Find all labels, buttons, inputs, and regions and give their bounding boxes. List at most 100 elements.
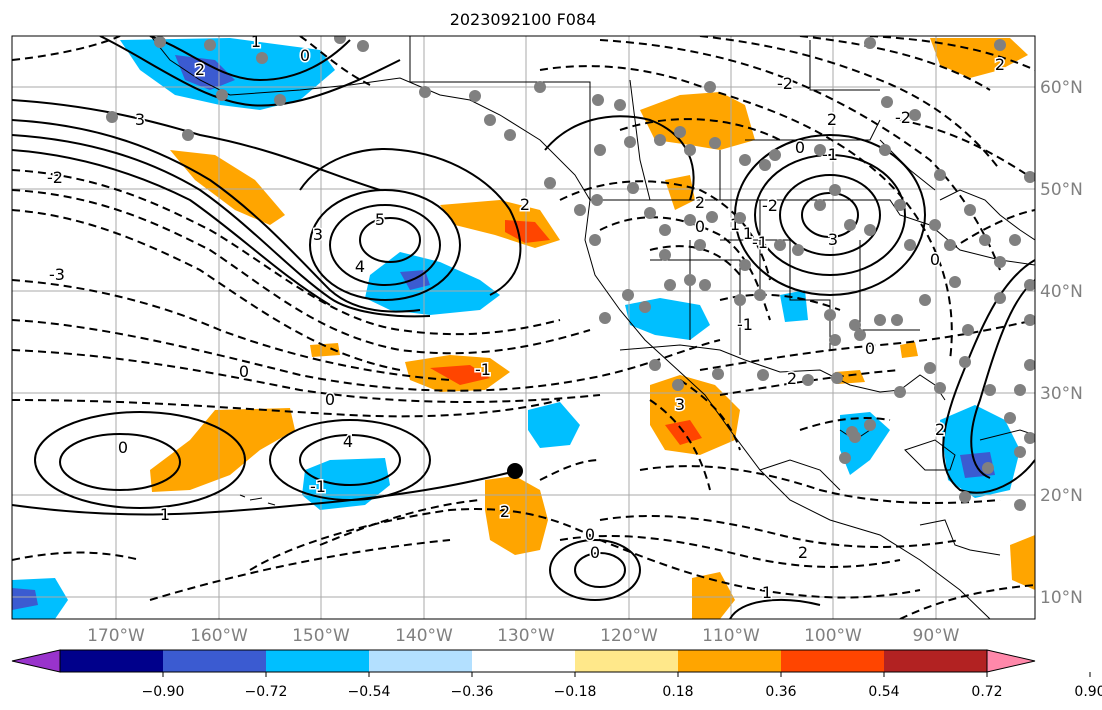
station-dot: [774, 239, 786, 251]
station-dot: [829, 184, 841, 196]
station-dot: [672, 379, 684, 391]
longitude-label: 130°W: [497, 626, 555, 646]
contour-label: 5: [375, 210, 385, 229]
station-dot: [759, 159, 771, 171]
station-dot: [757, 369, 769, 381]
colorbar-tick-label: 0.72: [971, 684, 1002, 700]
station-dot: [589, 234, 601, 246]
station-dot: [599, 312, 611, 324]
contour-label: 0: [795, 138, 805, 157]
contour-label: -2: [777, 74, 793, 93]
station-dot: [739, 154, 751, 166]
colorbar-tick-label: 0.18: [662, 684, 693, 700]
contour-label: 0: [695, 217, 705, 236]
contour-label: 3: [135, 110, 145, 129]
dashed-contour-lines: [12, 36, 1035, 619]
station-dot: [924, 362, 936, 374]
station-dot: [944, 239, 956, 251]
station-dot: [879, 144, 891, 156]
station-dot: [894, 199, 906, 211]
station-dot: [754, 289, 766, 301]
colorbar-segment: [472, 650, 576, 672]
contour-label: 2: [500, 502, 510, 521]
contour-label: 4: [343, 432, 353, 451]
contour-label: 4: [355, 257, 365, 276]
positive-region-dakota: [665, 175, 695, 210]
positive-region-gulf-alaska: [170, 150, 285, 225]
station-dot: [814, 199, 826, 211]
station-dot: [849, 319, 861, 331]
longitude-label: 170°W: [87, 626, 145, 646]
station-dot: [649, 359, 661, 371]
station-dot: [962, 324, 974, 336]
latitude-label: 60°N: [1040, 78, 1083, 98]
station-dot: [739, 259, 751, 271]
positive-region-florida: [900, 342, 918, 358]
contour-label: 2: [798, 543, 808, 562]
colorbar-frame: [59, 649, 988, 673]
colorbar-tick-label: 0.36: [765, 684, 796, 700]
contour-label: 3: [828, 230, 838, 249]
station-dot: [1014, 446, 1026, 458]
map-title: 2023092100 F084: [450, 10, 597, 29]
station-dot: [106, 111, 118, 123]
station-dot: [706, 211, 718, 223]
station-dot: [624, 136, 636, 148]
negative-region-sw-corner: [12, 578, 68, 619]
station-dot: [654, 134, 666, 146]
station-dot: [854, 329, 866, 341]
contour-label: 2: [695, 193, 705, 212]
station-dot: [684, 144, 696, 156]
colorbar-tick-label: 0.54: [868, 684, 899, 700]
station-dot: [574, 204, 586, 216]
station-dot: [659, 224, 671, 236]
contour-label: 2: [935, 420, 945, 439]
station-dot: [504, 129, 516, 141]
station-dot: [919, 294, 931, 306]
positive-region-hawaii: [150, 408, 295, 492]
station-dot: [959, 491, 971, 503]
longitude-labels: 170°W 160°W 150°W 140°W 130°W 120°W 110°W 100°W…: [87, 626, 960, 646]
contour-label: 0: [585, 525, 595, 544]
station-dot: [1014, 384, 1026, 396]
station-dot: [699, 279, 711, 291]
station-dot: [979, 234, 991, 246]
latitude-label: 30°N: [1040, 384, 1083, 404]
colorbar-tick-label: −0.18: [554, 684, 597, 700]
negative-region-hawaii-east: [528, 402, 580, 448]
station-dot: [1024, 171, 1035, 183]
longitude-label: 110°W: [702, 626, 760, 646]
colorbar-tick-label: −0.72: [245, 684, 288, 700]
positive-region-east: [1010, 535, 1035, 590]
colorbar-segment: [163, 650, 267, 672]
marked-location-dot: [507, 463, 523, 479]
station-dot: [849, 431, 861, 443]
station-dot: [994, 39, 1006, 51]
map-frame: [11, 35, 1036, 620]
station-dot: [274, 94, 286, 106]
contour-label: 1: [762, 583, 772, 602]
longitude-label: 120°W: [600, 626, 658, 646]
station-dot: [694, 239, 706, 251]
station-dot: [684, 274, 696, 286]
longitude-label: 90°W: [913, 626, 960, 646]
contour-label: 0: [300, 46, 310, 65]
station-dot: [949, 276, 961, 288]
station-dot: [469, 90, 481, 102]
contour-label: 0: [239, 362, 249, 381]
contour-label: -1: [737, 315, 753, 334]
positive-region-south2: [692, 572, 735, 619]
colorbar-tick-labels: −0.90 −0.72 −0.54 −0.36 −0.18 0.18 0.36 0.54 0.7…: [142, 672, 1102, 700]
station-dot: [256, 52, 268, 64]
latitude-labels: 60°N 50°N 40°N 30°N 20°N 10°N: [1040, 78, 1083, 608]
station-dot: [357, 40, 369, 52]
negative-region-plains: [780, 290, 808, 322]
station-dot: [904, 239, 916, 251]
station-dot: [982, 462, 994, 474]
positive-region-bc: [640, 92, 755, 150]
strong-negative-aleutians: [175, 55, 235, 90]
station-dot: [959, 356, 971, 368]
station-dot: [534, 81, 546, 93]
station-dot: [704, 81, 716, 93]
